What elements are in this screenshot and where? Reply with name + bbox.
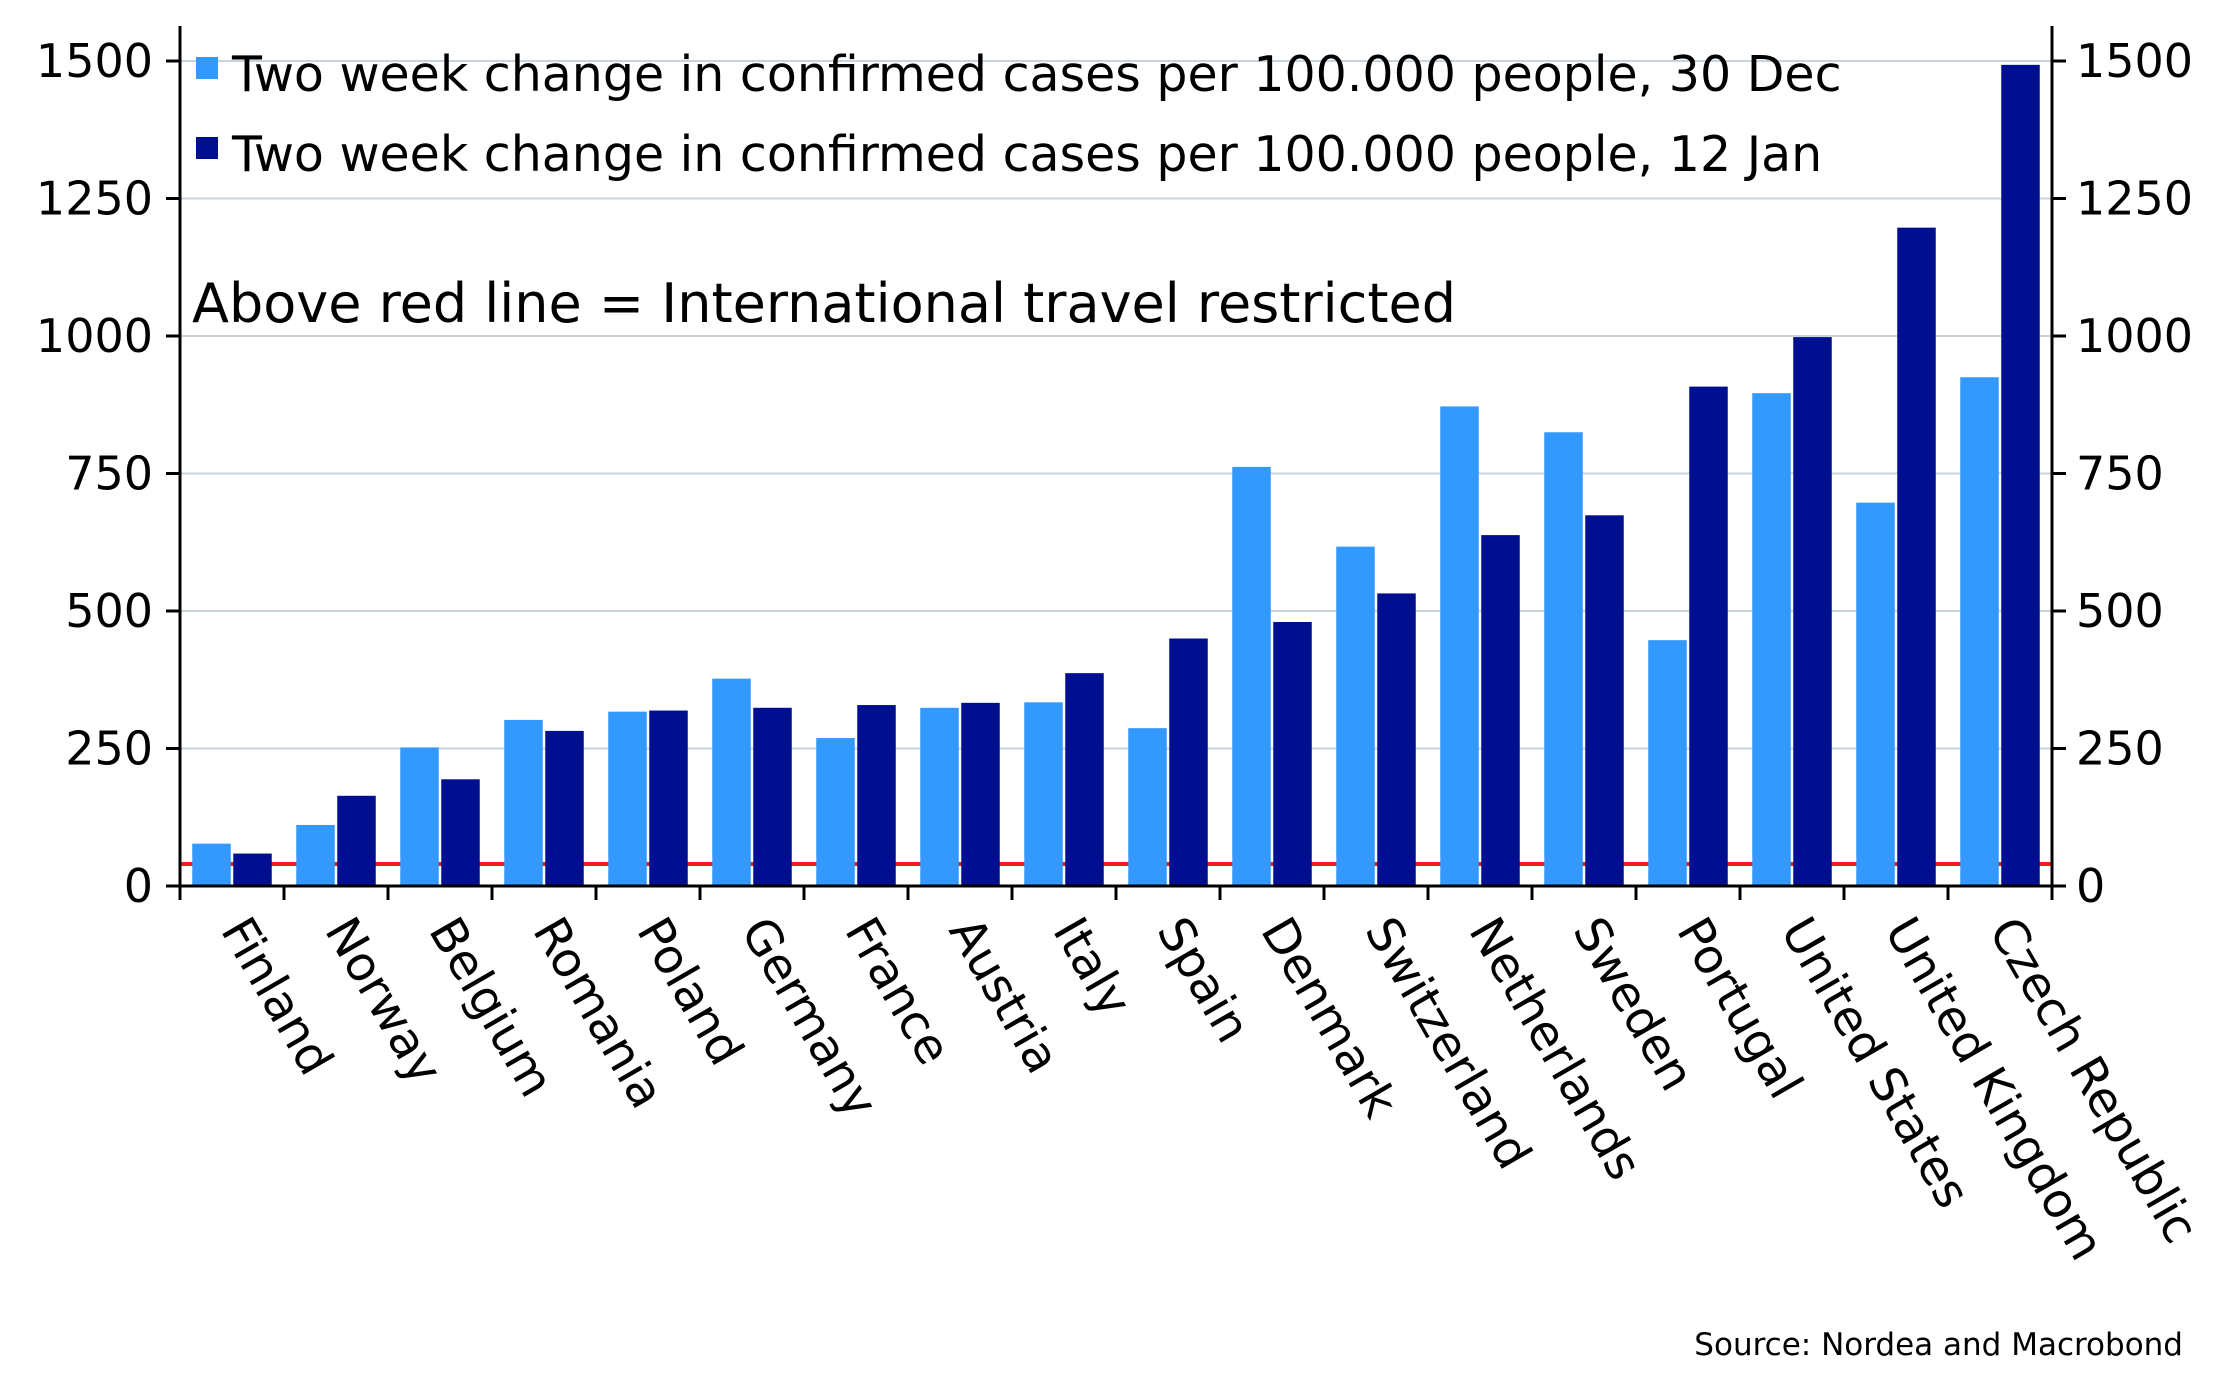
bars [192,64,2040,887]
bar-12-jan [1481,535,1520,886]
axes [166,26,2066,900]
legend: Two week change in confirmed cases per 1… [196,46,1842,183]
right-y-tick-labels: 0 250 500 750 1000 1250 1500 [2076,34,2193,913]
bar-12-jan [441,779,480,886]
bar-30-dec [400,747,439,886]
bar-30-dec [192,843,231,886]
bar-30-dec [1128,728,1167,886]
bar-12-jan [753,707,792,886]
legend-swatch [196,57,218,79]
category-label: Italy [1042,908,1143,1026]
category-labels: FinlandNorwayBelgiumRomaniaPolandGermany… [210,908,2209,1270]
left-y-tick-label: 0 [124,859,153,913]
left-y-tick-label: 750 [65,447,153,501]
bar-12-jan [1065,673,1104,886]
bar-30-dec [1752,393,1791,886]
bar-30-dec [1544,432,1583,886]
gridlines [180,60,2052,750]
bar-12-jan [1273,622,1312,886]
right-y-tick-label: 1250 [2076,172,2193,226]
category-label: Spain [1146,908,1262,1052]
bar-12-jan [1169,638,1208,886]
source-text: Source: Nordea and Macrobond [1694,1327,2183,1363]
bar-12-jan [1377,593,1416,886]
legend-swatch [196,137,218,159]
bar-30-dec [1648,640,1687,886]
bar-30-dec [504,719,543,886]
bar-30-dec [1960,377,1999,886]
right-y-tick-label: 1000 [2076,309,2193,363]
bar-12-jan [1689,386,1728,886]
bar-30-dec [1440,406,1479,886]
bar-12-jan [857,705,896,886]
bar-12-jan [961,702,1000,886]
left-y-tick-labels: 0 250 500 750 1000 1250 1500 [36,34,153,913]
left-y-tick-label: 1250 [36,172,153,226]
bar-12-jan [2001,64,2040,887]
bar-30-dec [1024,702,1063,886]
left-y-tick-label: 1000 [36,309,153,363]
bar-30-dec [1232,466,1271,886]
annotation-text: Above red line = International travel re… [192,272,1456,335]
right-y-tick-label: 0 [2076,859,2105,913]
bar-30-dec [712,678,751,886]
legend-label: Two week change in confirmed cases per 1… [231,46,1842,103]
bar-12-jan [649,710,688,886]
bar-30-dec [816,738,855,886]
right-y-tick-label: 500 [2076,584,2164,638]
bar-30-dec [920,707,959,886]
bar-30-dec [1336,546,1375,886]
left-y-tick-label: 1500 [36,34,153,88]
bar-12-jan [337,795,376,886]
bar-30-dec [296,824,335,886]
bar-12-jan [1897,227,1936,886]
bar-12-jan [1585,515,1624,886]
legend-label: Two week change in confirmed cases per 1… [231,126,1822,183]
bar-30-dec [608,711,647,886]
right-y-tick-label: 750 [2076,447,2164,501]
right-y-tick-label: 1500 [2076,34,2193,88]
left-y-tick-label: 500 [65,584,153,638]
bar-12-jan [545,730,584,886]
bar-30-dec [1856,502,1895,886]
bar-12-jan [233,853,272,886]
left-y-tick-label: 250 [65,722,153,776]
right-y-tick-label: 250 [2076,722,2164,776]
bar-12-jan [1793,337,1832,887]
